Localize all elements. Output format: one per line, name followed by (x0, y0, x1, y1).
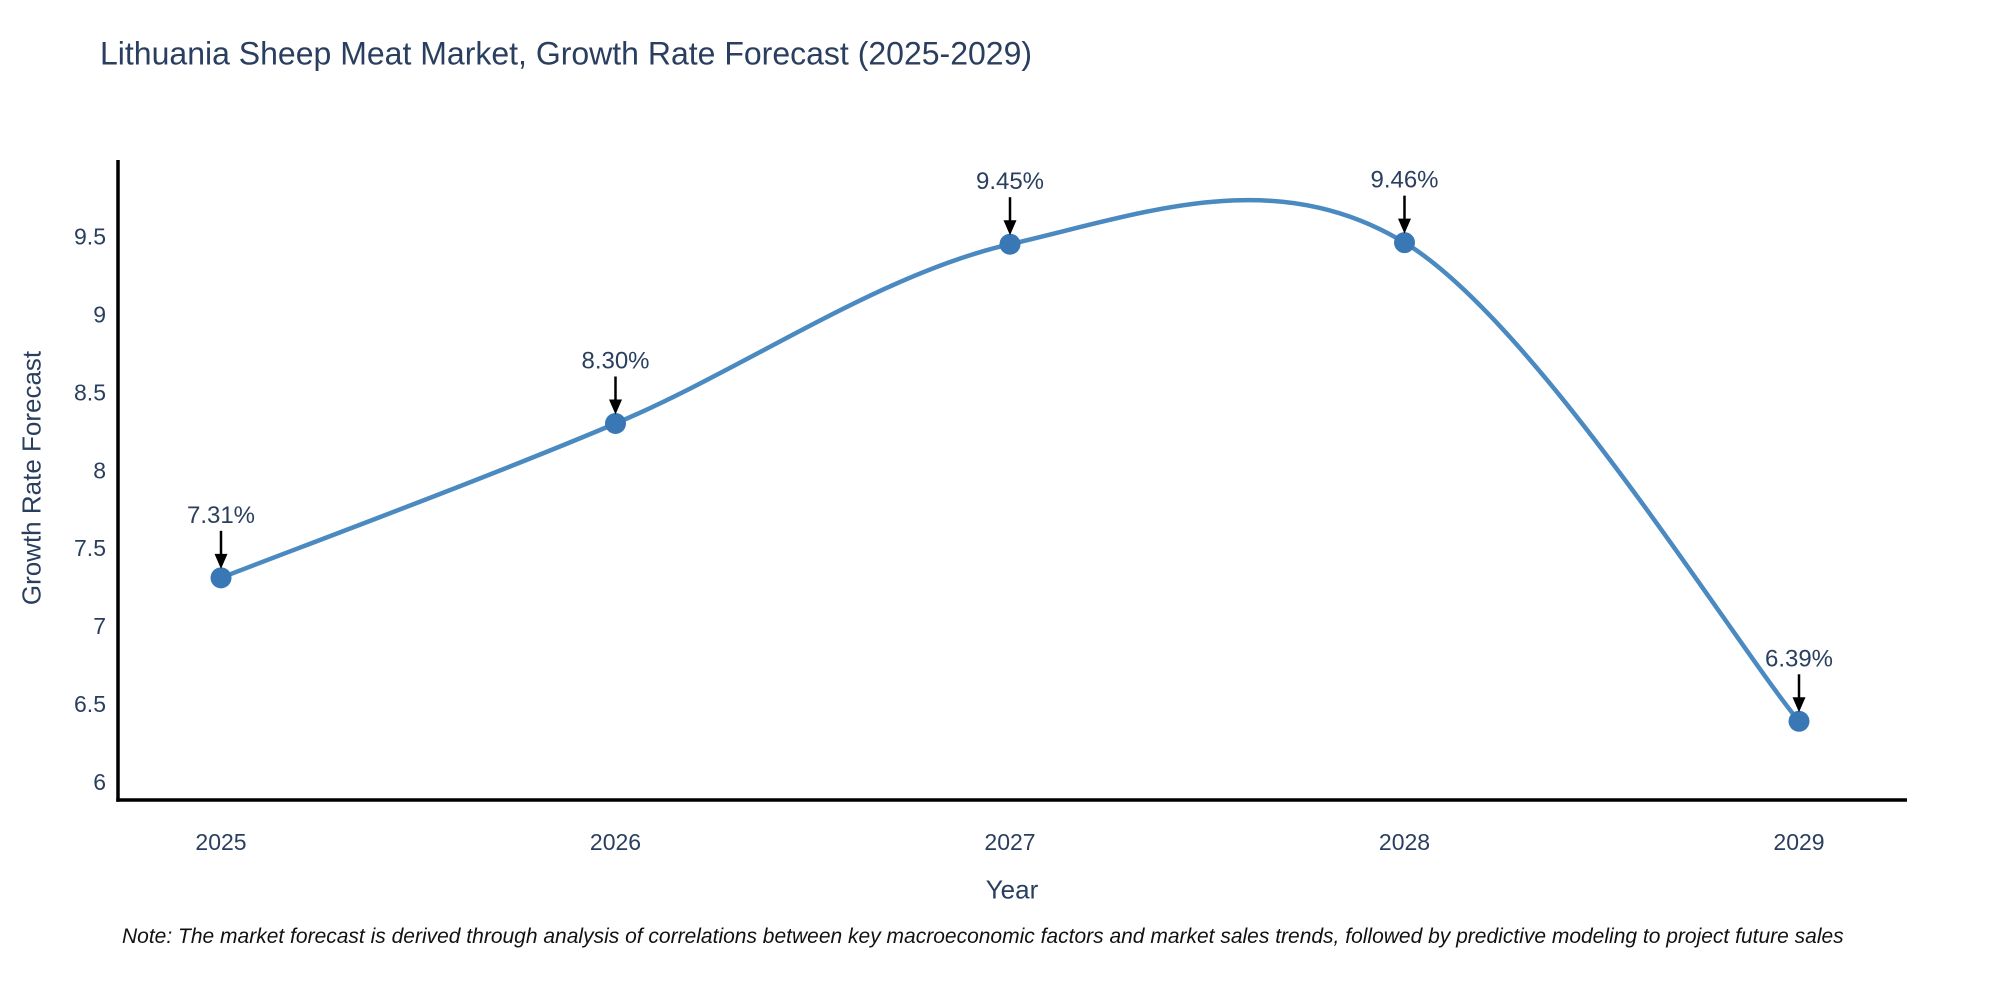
data-point-marker (1394, 232, 1415, 254)
x-tick-label: 2028 (1379, 829, 1430, 855)
y-tick-label: 8 (93, 457, 106, 483)
annotation-label: 8.30% (581, 347, 649, 374)
arrow-down-icon (1003, 220, 1017, 236)
x-tick-label: 2027 (984, 829, 1035, 855)
y-tick-label: 9.5 (74, 223, 106, 249)
arrow-down-icon (214, 553, 228, 569)
footnote: Note: The market forecast is derived thr… (122, 925, 1844, 948)
chart-title: Lithuania Sheep Meat Market, Growth Rate… (100, 35, 1033, 72)
data-point-marker (1788, 710, 1810, 732)
y-axis-title: Growth Rate Forecast (16, 350, 47, 606)
x-tick-label: 2025 (195, 829, 246, 855)
annotation-label: 9.45% (976, 168, 1044, 195)
x-tick-label: 2026 (590, 829, 641, 855)
y-tick-label: 7.5 (74, 535, 106, 561)
arrow-down-icon (1792, 697, 1806, 713)
annotation-label: 9.46% (1370, 167, 1438, 194)
x-tick-label: 2029 (1773, 829, 1824, 855)
y-tick-label: 7 (93, 613, 106, 639)
data-point-marker (605, 412, 626, 434)
y-tick-label: 6.5 (74, 691, 106, 717)
annotation-label: 7.31% (187, 502, 255, 529)
series-line (220, 197, 1801, 723)
y-tick-label: 9 (93, 301, 106, 327)
annotation-label: 6.39% (1765, 645, 1833, 672)
x-axis-title: Year (985, 874, 1039, 905)
data-point-marker (999, 233, 1021, 255)
arrow-down-icon (1398, 218, 1411, 234)
arrow-down-icon (609, 399, 622, 415)
y-tick-label: 6 (93, 769, 106, 795)
data-point-marker (210, 567, 232, 589)
y-tick-label: 8.5 (74, 379, 106, 405)
